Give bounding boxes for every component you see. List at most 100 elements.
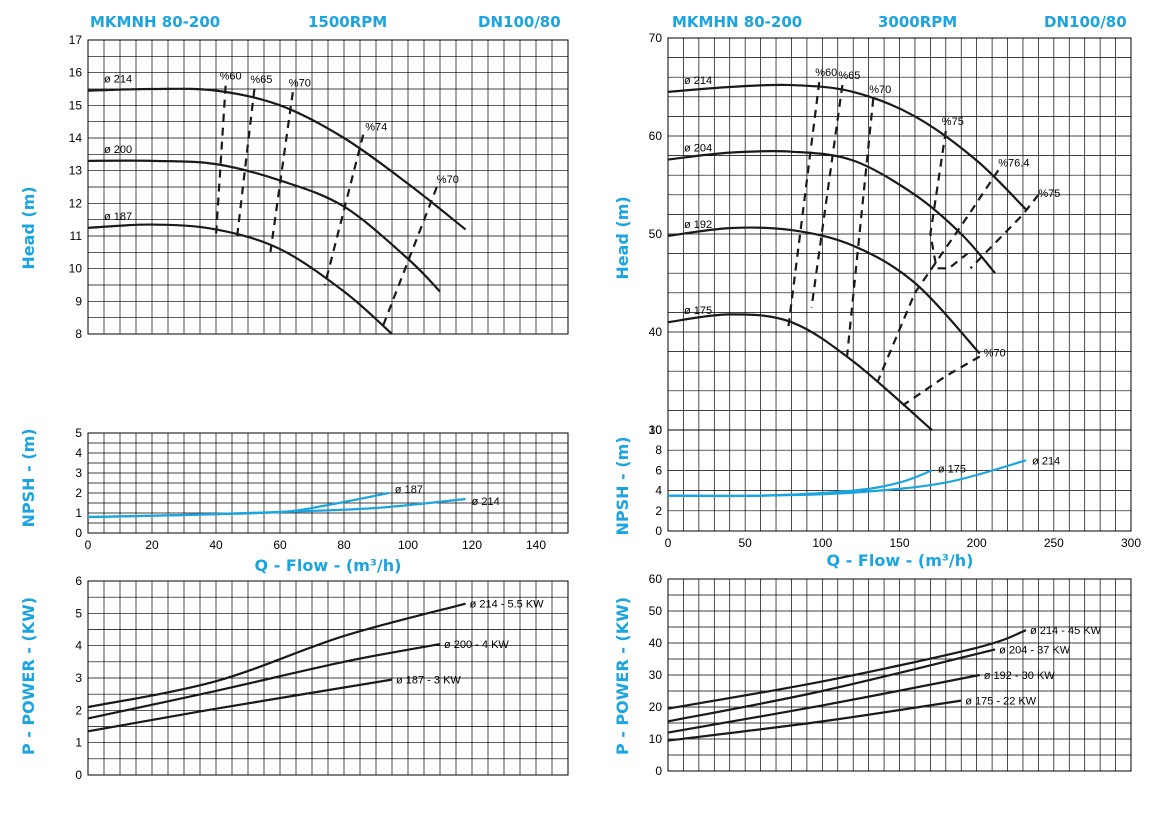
x-tick-label: 200 <box>967 536 987 550</box>
y-tick-label: 6 <box>75 574 82 588</box>
efficiency-line-r-head-7 <box>929 130 969 270</box>
x-tick-label: 140 <box>526 538 546 552</box>
curve-r-power-0 <box>667 629 1027 710</box>
curve-r-head-2 <box>667 226 981 355</box>
series-label: %65 <box>250 74 272 86</box>
x-tick-label: 50 <box>738 536 752 550</box>
series-label: %70 <box>437 174 459 186</box>
y-tick-label: 3 <box>75 671 82 685</box>
y-tick-label: 4 <box>655 484 662 498</box>
x-tick-label: 100 <box>398 538 418 552</box>
y-tick-label: 70 <box>649 31 663 45</box>
series-label: ø 200 - 4 KW <box>444 639 509 651</box>
y-tick-label: 0 <box>655 764 662 778</box>
y-tick-label: 1 <box>75 506 82 520</box>
L-head-frame <box>87 39 569 335</box>
left-power-axis-label: P - POWER - (KW) <box>19 597 38 755</box>
R-power-grid <box>667 578 1132 772</box>
efficiency-line-r-head-6 <box>845 98 875 357</box>
y-tick-label: 10 <box>649 423 663 437</box>
y-tick-label: 20 <box>649 700 663 714</box>
efficiency-line-l-head-7 <box>381 186 438 328</box>
R-head-grid <box>667 37 1132 431</box>
left-flow-axis-label: Q - Flow - (m³/h) <box>255 556 402 575</box>
series-label: ø 175 <box>938 463 966 475</box>
y-tick-label: 8 <box>75 327 82 341</box>
right-power-axis-label: P - POWER - (KW) <box>613 597 632 755</box>
curve-r-head-0 <box>667 83 1027 211</box>
curve-l-power-0 <box>87 602 466 709</box>
left-dn-title: DN100/80 <box>478 13 561 31</box>
y-tick-label: 9 <box>75 294 82 308</box>
efficiency-line-l-head-5 <box>269 92 294 253</box>
series-label: ø 175 <box>684 305 712 317</box>
y-tick-label: 2 <box>655 504 662 518</box>
right-head-axis-label: Head (m) <box>613 196 632 279</box>
y-tick-label: 50 <box>649 604 663 618</box>
y-tick-label: 16 <box>69 66 83 80</box>
x-tick-label: 40 <box>209 538 223 552</box>
series-label: %74 <box>365 122 387 134</box>
series-label: ø 214 - 45 KW <box>1030 625 1102 637</box>
y-tick-label: 60 <box>649 129 663 143</box>
L-power-grid <box>87 580 569 776</box>
series-label: ø 214 - 5.5 KW <box>470 599 545 611</box>
x-tick-label: 20 <box>145 538 159 552</box>
series-label: ø 214 <box>684 75 712 87</box>
y-tick-label: 40 <box>649 325 663 339</box>
curve-l-power-2 <box>87 678 393 733</box>
right-npsh-axis-label: NPSH - (m) <box>613 436 632 535</box>
curve-l-head-2 <box>87 223 393 335</box>
y-tick-label: 3 <box>75 466 82 480</box>
efficiency-line-r-head-10 <box>901 355 981 407</box>
right-dn-title: DN100/80 <box>1044 13 1127 31</box>
series-label: %65 <box>838 70 860 82</box>
curve-l-head-0 <box>87 87 467 231</box>
x-tick-label: 60 <box>273 538 287 552</box>
y-tick-label: 2 <box>75 703 82 717</box>
series-label: ø 204 - 37 KW <box>999 644 1071 656</box>
y-tick-label: 4 <box>75 446 82 460</box>
left-npsh-axis-label: NPSH - (m) <box>19 428 38 527</box>
series-label: ø 187 - 3 KW <box>396 675 461 687</box>
x-tick-label: 0 <box>665 536 672 550</box>
R-npsh-frame <box>667 429 1132 532</box>
y-tick-label: 30 <box>649 668 663 682</box>
curve-l-power-1 <box>87 642 441 720</box>
efficiency-line-r-head-5 <box>810 84 844 308</box>
curve-r-npsh-0 <box>667 469 933 498</box>
y-tick-label: 14 <box>69 131 83 145</box>
series-label: %76.4 <box>998 157 1029 169</box>
series-label: %60 <box>815 67 837 79</box>
x-tick-label: 300 <box>1121 536 1141 550</box>
y-tick-label: 11 <box>70 229 83 243</box>
L-npsh-frame <box>87 432 569 534</box>
y-tick-label: 8 <box>655 443 662 457</box>
series-label: ø 214 <box>1032 455 1060 467</box>
y-tick-label: 15 <box>69 98 83 112</box>
y-tick-label: 40 <box>649 636 663 650</box>
y-tick-label: 0 <box>655 524 662 538</box>
efficiency-line-r-head-9 <box>876 169 1000 382</box>
series-label: ø 175 - 22 KW <box>965 696 1037 708</box>
y-tick-label: 6 <box>655 463 662 477</box>
series-label: %70 <box>869 84 891 96</box>
y-tick-label: 1 <box>75 736 82 750</box>
y-tick-label: 10 <box>649 732 663 746</box>
efficiency-line-l-head-3 <box>214 85 227 237</box>
series-label: %75 <box>1038 188 1060 200</box>
y-tick-label: 5 <box>75 606 82 620</box>
curve-l-npsh-1 <box>87 497 466 519</box>
efficiency-line-l-head-6 <box>323 134 365 286</box>
y-tick-label: 5 <box>75 426 82 440</box>
x-tick-label: 80 <box>337 538 351 552</box>
series-label: ø 200 <box>104 144 132 156</box>
series-label: %60 <box>220 71 242 83</box>
y-tick-label: 4 <box>75 639 82 653</box>
y-tick-label: 17 <box>69 33 83 47</box>
y-tick-label: 13 <box>69 164 83 178</box>
curve-r-head-1 <box>667 149 997 274</box>
left-speed-title: 1500RPM <box>308 13 387 31</box>
R-power-frame <box>667 578 1132 772</box>
